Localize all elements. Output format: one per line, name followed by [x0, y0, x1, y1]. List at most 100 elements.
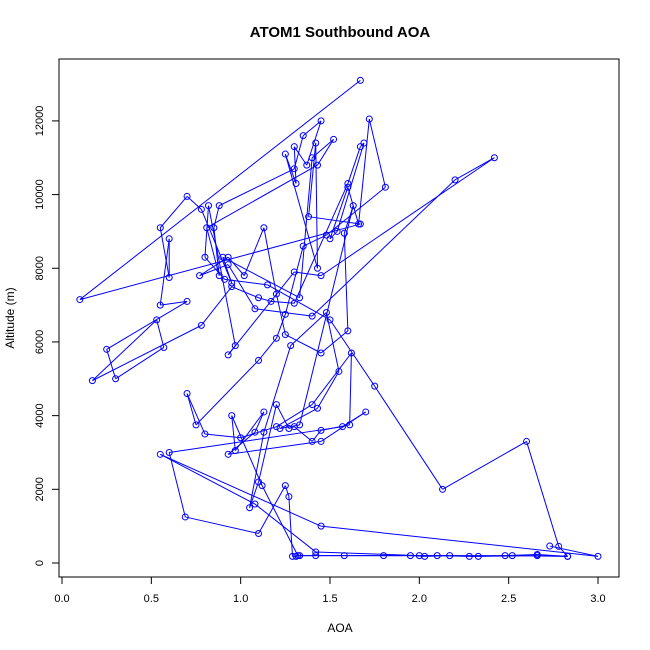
plot-area-border — [58, 58, 620, 578]
data-point — [356, 143, 364, 151]
data-point — [317, 522, 325, 530]
series-segment — [311, 179, 456, 317]
series-segment — [320, 411, 367, 442]
data-point — [313, 404, 321, 412]
series-segment — [469, 555, 538, 557]
data-point — [156, 450, 164, 458]
series-segment — [263, 345, 292, 433]
data-point — [276, 425, 284, 433]
series-segment — [160, 300, 188, 306]
data-point — [288, 552, 296, 560]
series-segment — [537, 555, 568, 557]
data-point — [339, 423, 347, 431]
data-point — [181, 513, 189, 521]
data-point — [224, 351, 232, 359]
data-point — [439, 485, 447, 493]
series-segment — [311, 430, 322, 442]
data-point — [260, 224, 268, 232]
data-point — [299, 132, 307, 140]
y-tick-label: 4000 — [34, 403, 46, 427]
data-point — [281, 150, 289, 158]
data-point — [308, 312, 316, 320]
data-point — [317, 272, 325, 280]
series-segment — [231, 415, 236, 451]
series-segment — [276, 404, 313, 428]
data-point — [263, 281, 271, 289]
data-point — [326, 316, 334, 324]
data-point — [594, 552, 602, 560]
series-segment — [206, 227, 220, 276]
data-point — [490, 154, 498, 162]
chart-title: ATOM1 Southbound AOA — [250, 24, 431, 41]
data-point — [381, 183, 389, 191]
data-point — [224, 450, 232, 458]
data-point — [365, 115, 373, 123]
data-point — [317, 426, 325, 434]
series-segment — [115, 347, 165, 380]
data-point — [267, 297, 275, 305]
series-segment — [106, 300, 188, 350]
series-segment — [159, 227, 170, 278]
x-tick-label: 0.0 — [54, 593, 69, 605]
data-point — [446, 552, 454, 560]
data-point — [192, 421, 200, 429]
x-tick-label: 2.5 — [501, 593, 516, 605]
data-point — [415, 552, 423, 560]
series-segment — [219, 168, 295, 207]
series-segment — [437, 555, 470, 557]
data-point — [360, 139, 368, 147]
series-segment — [284, 485, 290, 497]
data-point — [228, 412, 236, 420]
data-point — [356, 76, 364, 84]
series-segment — [285, 334, 322, 354]
series-segment — [320, 157, 495, 277]
y-tick-label: 10000 — [34, 179, 46, 210]
series-segment — [227, 264, 256, 310]
data-point — [183, 297, 191, 305]
data-point — [281, 482, 289, 490]
data-point — [344, 327, 352, 335]
series-segment — [199, 264, 229, 277]
series-segment — [329, 319, 376, 387]
data-point — [255, 478, 263, 486]
series-segment — [254, 411, 265, 433]
series-segment — [549, 545, 599, 557]
data-point — [380, 552, 388, 560]
data-point — [299, 242, 307, 250]
series-segment — [169, 426, 343, 453]
data-point — [272, 401, 280, 409]
series-segment — [263, 227, 277, 295]
data-point — [272, 423, 280, 431]
series-segment — [315, 551, 420, 557]
data-point — [197, 205, 205, 213]
series-segment — [279, 407, 318, 429]
data-point — [210, 224, 218, 232]
data-point — [346, 421, 354, 429]
series-segment — [442, 440, 527, 490]
series-segment — [343, 233, 349, 331]
data-point — [201, 430, 209, 438]
data-point — [255, 530, 263, 538]
series-segment — [368, 118, 386, 188]
data-point — [228, 279, 236, 287]
y-tick-label: 6000 — [34, 330, 46, 354]
series-segment — [293, 426, 313, 442]
series-segment — [222, 256, 300, 299]
data-point — [272, 334, 280, 342]
data-point — [312, 548, 320, 556]
y-tick-label: 2000 — [34, 477, 46, 501]
data-point — [281, 310, 289, 318]
series-segment — [275, 314, 286, 339]
series-segment — [320, 330, 349, 354]
x-tick-label: 0.5 — [144, 593, 159, 605]
data-point — [251, 305, 259, 313]
series-segment — [231, 415, 263, 486]
series-segment — [159, 196, 188, 229]
data-point — [296, 294, 304, 302]
data-point — [183, 390, 191, 398]
series-segment — [317, 139, 334, 166]
data-point — [326, 235, 334, 243]
series-segment — [261, 485, 299, 556]
data-point — [260, 428, 268, 436]
data-point — [290, 299, 298, 307]
